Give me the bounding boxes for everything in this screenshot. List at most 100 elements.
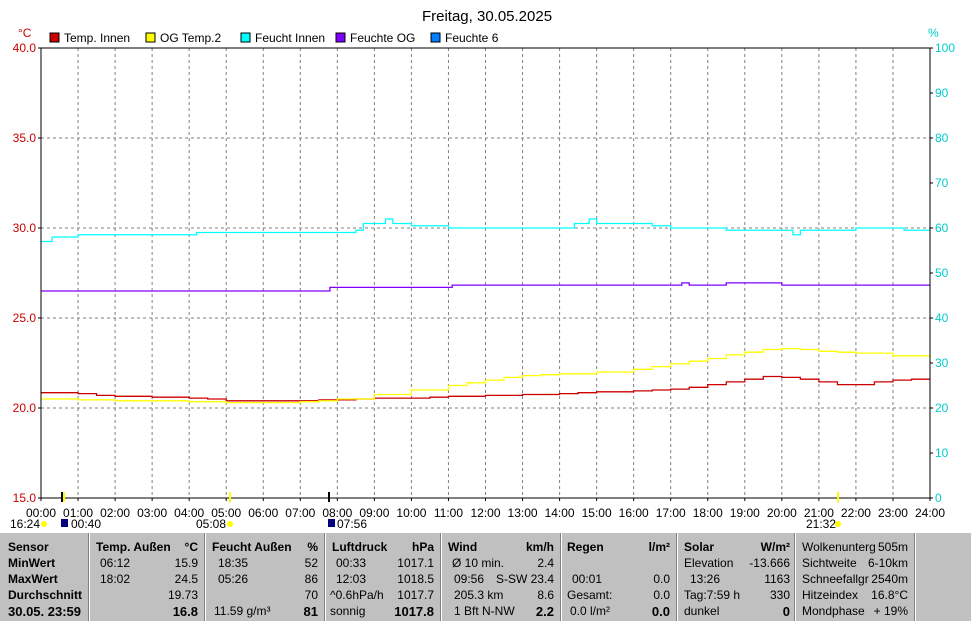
heat-index-label: Hitzeindex [802, 588, 859, 602]
min-label: MinWert [8, 556, 56, 570]
legend-label: Temp. Innen [64, 31, 130, 45]
humidity-current: 81 [303, 604, 318, 619]
snowline-value: 2540m [871, 572, 908, 586]
x-tick-label: 06:00 [248, 506, 278, 520]
x-tick-label: 03:00 [137, 506, 167, 520]
x-tick-label: 09:00 [359, 506, 389, 520]
humidity-max-value: 86 [304, 572, 318, 586]
legend-swatch [335, 32, 346, 43]
series-line-temp-innen [41, 375, 930, 402]
pressure-header: Luftdruck [332, 540, 388, 554]
x-tick-label: 08:00 [322, 506, 352, 520]
x-tick-label: 20:00 [767, 506, 797, 520]
temp-max-time: 18:02 [100, 572, 131, 586]
humidity-min-time: 18:35 [218, 556, 249, 570]
rain-header: Regen [567, 540, 604, 554]
solar-column: Solar W/m² Elevation -13.666 13:26 1163 … [678, 533, 794, 621]
current-date: 30.05. 23:59 [8, 604, 82, 619]
x-tick-label: 14:00 [545, 506, 575, 520]
sun-tick-icon [837, 492, 839, 502]
legend-swatch [240, 32, 251, 43]
sensor-header: Sensor [8, 540, 49, 554]
x-tick-label: 05:00 [211, 506, 241, 520]
y-right-tick-label: 100 [935, 41, 955, 55]
y-left-tick-label: 25.0 [13, 311, 37, 325]
temp-min-value: 15.9 [174, 556, 198, 570]
x-tick-label: 12:00 [470, 506, 500, 520]
weather-state: sonnig [330, 604, 366, 618]
pressure-trend-value: 1017.7 [397, 588, 434, 602]
solar-unit: W/m² [760, 540, 790, 554]
solar-header: Solar [684, 540, 715, 554]
y-right-tick-label: 30 [935, 356, 949, 370]
pressure-unit: hPa [411, 540, 434, 554]
rain-total-value: 0.0 [653, 588, 670, 602]
snowline-label: Schneefallgr [802, 572, 869, 586]
marker-label: 21:32 [806, 517, 836, 531]
x-tick-label: 01:00 [63, 506, 93, 520]
series-line-feucht-innen [41, 218, 930, 243]
y-right-tick-label: 80 [935, 131, 949, 145]
pressure-column: Luftdruck hPa 00:33 1017.1 12:03 1018.5 … [326, 533, 440, 621]
rain-value: 0.0 [653, 572, 670, 586]
pressure-trend-label: ^0.6hPa/h [330, 588, 384, 602]
stats-panel: Sensor MinWert MaxWert Durchschnitt 30.0… [0, 533, 971, 621]
series-lines [41, 218, 931, 404]
legend-swatch [430, 32, 441, 43]
cloud-base-value: 505m [877, 540, 908, 554]
solar-elevation-label: Elevation [684, 556, 734, 570]
humidity-header: Feucht Außen [212, 540, 292, 554]
wind-column: Wind km/h Ø 10 min. 2.4 09:56 S-SW 23.4 … [442, 533, 560, 621]
y-right-tick-label: 60 [935, 221, 949, 235]
humidity-column: Feucht Außen % 18:35 52 05:26 86 70 11.5… [206, 533, 324, 621]
humidity-min-value: 52 [304, 556, 318, 570]
moon-tick-icon [61, 492, 63, 502]
wind-gust-value: S-SW 23.4 [495, 572, 554, 586]
legend-label: Feucht Innen [255, 31, 325, 45]
y-right-tick-label: 70 [935, 176, 949, 190]
x-tick-label: 04:00 [174, 506, 204, 520]
wind-distance: 205.3 km [454, 588, 504, 602]
x-tick-label: 17:00 [656, 506, 686, 520]
rain-column: Regen l/m² 00:01 0.0 Gesamt: 0.0 0.0 l/m… [562, 533, 676, 621]
solar-current: 0 [782, 604, 790, 619]
y-left-unit: °C [18, 26, 32, 40]
sun-tick-icon [229, 492, 231, 502]
temp-current: 16.8 [172, 604, 198, 619]
chart-title: Freitag, 30.05.2025 [422, 8, 552, 25]
x-tick-label: 15:00 [582, 506, 612, 520]
visibility-label: Sichtweite [802, 556, 857, 570]
pressure-max-time: 12:03 [336, 572, 367, 586]
legend: Temp. Innen OG Temp.2 Feucht Innen Feuchte … [49, 31, 499, 45]
series-line-feuchte-og [41, 282, 930, 292]
x-tick-label: 13:00 [508, 506, 538, 520]
y-right-tick-label: 0 [935, 491, 942, 505]
humidity-avg-value: 70 [304, 588, 318, 602]
sun-icon [227, 521, 233, 527]
sun-tick-icon [63, 492, 65, 502]
legend-swatch [145, 32, 156, 43]
solar-elevation-value: -13.666 [749, 556, 790, 570]
temp-avg-value: 19.73 [167, 588, 198, 602]
x-tick-label: 02:00 [100, 506, 130, 520]
wind-distance-value: 8.6 [537, 588, 554, 602]
rain-rate: 0.0 l/m² [570, 604, 611, 618]
y-left-tick-label: 35.0 [13, 131, 37, 145]
avg-label: Durchschnitt [8, 588, 83, 602]
moon-icon [328, 519, 335, 527]
x-tick-label: 07:00 [285, 506, 315, 520]
marker-label: 05:08 [196, 517, 226, 531]
y-right-tick-label: 20 [935, 401, 949, 415]
solar-day-value: 330 [769, 588, 790, 602]
y-right-tick-label: 10 [935, 446, 949, 460]
x-tick-label: 19:00 [730, 506, 760, 520]
y-right-tick-label: 50 [935, 266, 949, 280]
x-tick-label: 11:00 [434, 506, 463, 520]
solar-day-length: Tag:7:59 h [684, 588, 741, 602]
x-tick-label: 23:00 [878, 506, 908, 520]
visibility-value: 6-10km [867, 556, 908, 570]
heat-index-value: 16.8°C [871, 588, 908, 602]
humidity-unit: % [307, 540, 318, 554]
moon-phase-value: + 19% [873, 604, 908, 618]
y-left-tick-label: 20.0 [13, 401, 37, 415]
